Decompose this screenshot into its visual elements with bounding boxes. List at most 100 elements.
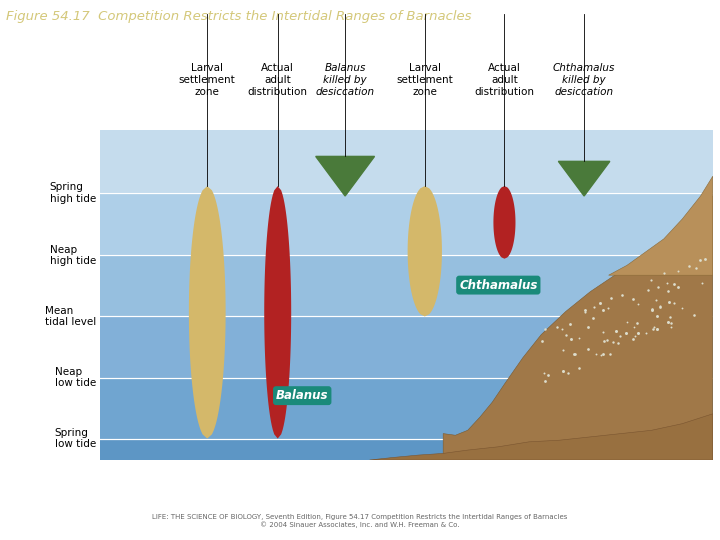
Point <box>613 332 625 340</box>
Point <box>557 346 569 354</box>
Point <box>652 311 663 320</box>
Point <box>651 325 662 333</box>
Point <box>597 327 608 336</box>
Point <box>595 350 607 359</box>
Point <box>700 254 711 263</box>
Point <box>552 322 563 331</box>
Point <box>629 332 641 340</box>
Text: Chthamalus
killed by
desiccation: Chthamalus killed by desiccation <box>553 63 616 97</box>
Text: Figure 54.17  Competition Restricts the Intertidal Ranges of Barnacles: Figure 54.17 Competition Restricts the I… <box>6 10 472 23</box>
Point <box>652 283 664 292</box>
Polygon shape <box>264 186 291 438</box>
Text: Balanus
killed by
desiccation: Balanus killed by desiccation <box>315 63 374 97</box>
Text: Mean
tidal level: Mean tidal level <box>45 306 96 327</box>
Point <box>672 267 684 275</box>
Point <box>647 325 659 333</box>
Point <box>669 299 680 307</box>
Text: Spring
high tide: Spring high tide <box>50 182 96 204</box>
Point <box>695 256 706 265</box>
Point <box>565 334 577 343</box>
Text: LIFE: THE SCIENCE OF BIOLOGY, Seventh Edition, Figure 54.17 Competition Restrict: LIFE: THE SCIENCE OF BIOLOGY, Seventh Ed… <box>153 514 567 528</box>
Point <box>662 318 674 327</box>
Point <box>696 279 708 288</box>
Point <box>665 319 677 327</box>
Point <box>621 329 632 338</box>
Point <box>628 322 639 331</box>
Point <box>662 287 673 296</box>
Point <box>601 335 613 344</box>
Point <box>536 336 548 345</box>
Point <box>654 302 665 310</box>
Point <box>642 285 654 294</box>
Point <box>610 327 621 336</box>
Bar <box>100 377 713 438</box>
Point <box>647 306 658 315</box>
Polygon shape <box>493 186 516 259</box>
Text: Balanus: Balanus <box>276 389 328 402</box>
Point <box>649 323 660 332</box>
Bar <box>100 193 713 255</box>
Point <box>664 298 675 307</box>
Point <box>677 304 688 313</box>
Polygon shape <box>315 157 374 196</box>
Text: Larval
settlement
zone: Larval settlement zone <box>397 63 453 97</box>
Point <box>588 314 599 322</box>
Point <box>538 369 549 377</box>
Point <box>690 264 701 273</box>
Text: Larval
settlement
zone: Larval settlement zone <box>179 63 235 97</box>
Point <box>628 294 639 303</box>
Point <box>645 276 657 285</box>
Point <box>563 368 575 377</box>
Point <box>665 312 676 321</box>
Point <box>557 366 569 375</box>
Point <box>543 371 554 380</box>
Point <box>662 279 673 287</box>
Point <box>605 294 616 303</box>
Point <box>632 300 644 309</box>
Polygon shape <box>559 161 610 196</box>
Text: Spring
low tide: Spring low tide <box>55 428 96 449</box>
Point <box>604 349 616 358</box>
Point <box>580 306 591 314</box>
Point <box>631 319 643 327</box>
Point <box>574 364 585 373</box>
Point <box>650 296 662 305</box>
Point <box>539 325 551 334</box>
Polygon shape <box>608 176 713 275</box>
Point <box>556 325 567 334</box>
Polygon shape <box>369 414 713 460</box>
Point <box>616 290 628 299</box>
Point <box>582 323 593 332</box>
Point <box>598 349 609 358</box>
Bar <box>100 438 713 460</box>
Text: Neap
low tide: Neap low tide <box>55 367 96 388</box>
Point <box>569 350 580 359</box>
Point <box>579 308 590 316</box>
Point <box>561 330 572 339</box>
Point <box>588 303 600 312</box>
Polygon shape <box>189 186 225 438</box>
Point <box>573 333 585 342</box>
Point <box>621 318 633 326</box>
Text: Actual
adult
distribution: Actual adult distribution <box>248 63 307 97</box>
Point <box>594 299 606 307</box>
Point <box>597 306 608 314</box>
Point <box>640 329 652 338</box>
Point <box>582 345 593 353</box>
Point <box>688 311 700 320</box>
Point <box>590 350 601 359</box>
Point <box>633 328 644 337</box>
Text: Actual
adult
distribution: Actual adult distribution <box>474 63 534 97</box>
Polygon shape <box>408 186 442 316</box>
Point <box>683 262 694 271</box>
Point <box>672 282 684 291</box>
Point <box>654 302 666 311</box>
Point <box>668 279 680 288</box>
Point <box>564 319 576 328</box>
Point <box>612 339 624 347</box>
Text: Chthamalus: Chthamalus <box>459 279 538 292</box>
Point <box>646 304 657 313</box>
Bar <box>100 316 713 377</box>
Point <box>603 304 614 313</box>
Point <box>568 350 580 359</box>
